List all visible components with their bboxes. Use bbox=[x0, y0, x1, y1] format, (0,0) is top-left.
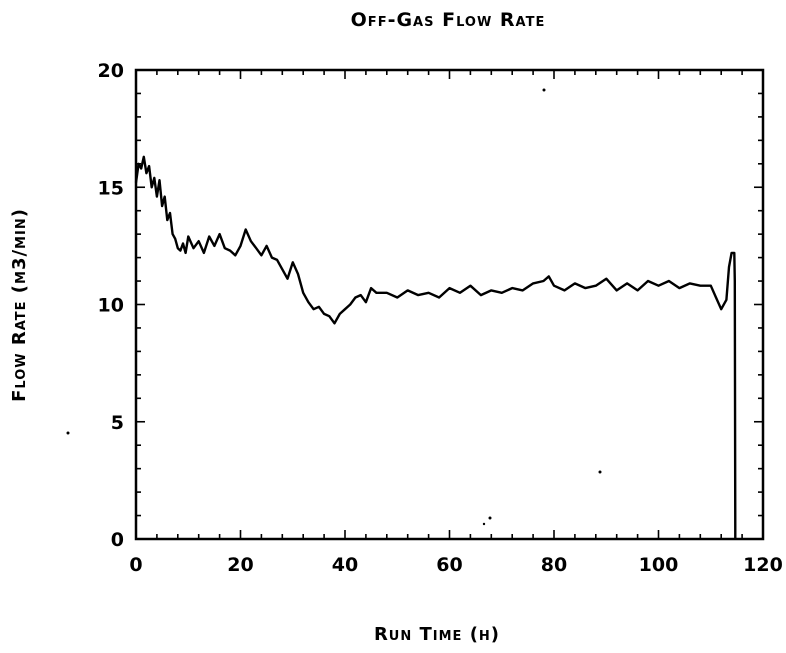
x-tick-label: 60 bbox=[436, 554, 462, 576]
x-tick-label: 20 bbox=[227, 554, 253, 576]
y-tick-label: 15 bbox=[98, 177, 124, 199]
y-tick-label: 0 bbox=[111, 529, 124, 551]
plot-frame bbox=[134, 68, 765, 541]
x-tick-label: 0 bbox=[129, 554, 142, 576]
x-tick-label: 100 bbox=[639, 554, 679, 576]
x-tick-label: 120 bbox=[743, 554, 783, 576]
chart-title: Off-Gas Flow Rate bbox=[351, 9, 546, 31]
tick-marks bbox=[135, 69, 764, 540]
x-axis-label: Run Time (h) bbox=[374, 624, 500, 645]
speck bbox=[488, 516, 492, 520]
speck bbox=[66, 431, 70, 435]
y-tick-label: 5 bbox=[111, 412, 124, 434]
x-tick-label: 40 bbox=[332, 554, 358, 576]
speck bbox=[542, 88, 546, 92]
y-axis-label: Flow Rate (m3/min) bbox=[9, 208, 30, 402]
tick-labels: 0 20 40 60 80 100 120 0 5 10 15 20 bbox=[98, 60, 783, 576]
x-tick-label: 80 bbox=[541, 554, 567, 576]
speck bbox=[598, 470, 602, 474]
series-line bbox=[134, 155, 737, 540]
y-tick-label: 20 bbox=[98, 60, 124, 82]
speck bbox=[482, 522, 486, 526]
y-tick-label: 10 bbox=[98, 295, 124, 317]
